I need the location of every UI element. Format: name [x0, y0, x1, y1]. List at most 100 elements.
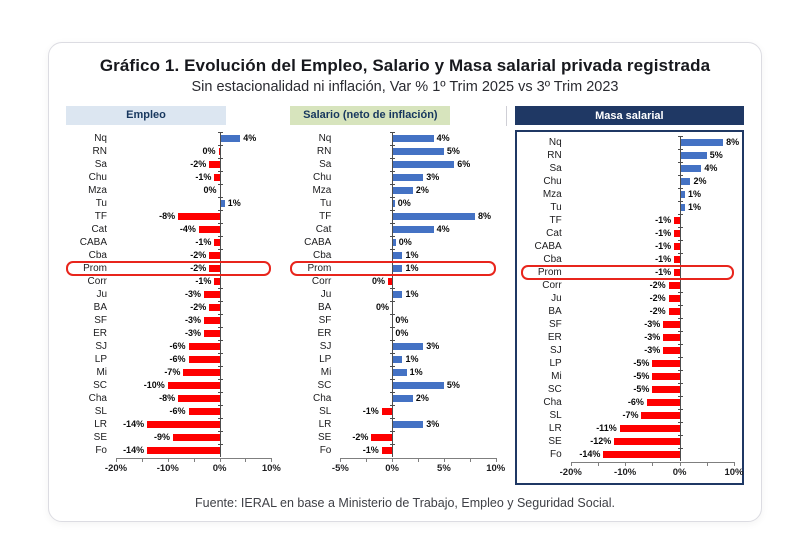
bar — [188, 408, 220, 415]
value-label: -8% — [159, 211, 176, 221]
value-label: 3% — [426, 419, 440, 429]
category-label: SL — [549, 410, 562, 421]
bar-plot: -9% — [116, 431, 271, 444]
value-label: -3% — [644, 319, 661, 329]
category-label: Fo — [95, 445, 107, 456]
bar-plot: 2% — [340, 184, 495, 197]
bar-plot: -8% — [116, 392, 271, 405]
bar-row: Chu -1% — [66, 171, 271, 184]
value-label: -5% — [633, 358, 650, 368]
x-axis: -5% 0% 5% 10% — [332, 458, 505, 477]
panel-masa-salarial-header: Masa salarial — [514, 106, 744, 125]
bar-row: BA -2% — [521, 305, 734, 318]
category-label: ER — [93, 328, 107, 339]
bar-row: SC -5% — [521, 383, 734, 396]
category-label: Prom — [307, 263, 332, 274]
bar — [147, 447, 220, 454]
x-axis-tick — [116, 458, 117, 462]
bar-plot: -1% — [340, 444, 495, 457]
value-label: -2% — [649, 306, 666, 316]
category-label: CABA — [79, 237, 107, 248]
value-label: -1% — [655, 228, 672, 238]
bar-plot: -1% — [571, 227, 734, 240]
bar-plot: 4% — [116, 132, 271, 145]
category-label: Sa — [549, 163, 562, 174]
x-axis-tick-label: -20% — [559, 467, 582, 478]
bar-row: BA -2% — [66, 301, 271, 314]
bar-plot: -14% — [571, 448, 734, 461]
value-label: -1% — [655, 241, 672, 251]
bar — [392, 161, 455, 168]
bar — [674, 230, 680, 237]
bar — [392, 226, 434, 233]
x-axis: -20% -10% 0% 10% — [105, 458, 281, 477]
x-axis-tick — [469, 458, 471, 462]
bar — [214, 239, 220, 246]
bar — [188, 343, 220, 350]
bar — [392, 187, 413, 194]
panel-empleo-chart: Nq 4% RN 0% Sa -2% Chu -1% Mza 0% Tu 1% TF -8% Cat -4% C… — [66, 132, 281, 477]
x-axis-tick-label: -10% — [156, 463, 179, 474]
category-label: Tu — [95, 198, 107, 209]
bar-plot: -1% — [340, 405, 495, 418]
bar-plot: 1% — [340, 353, 495, 366]
value-label: 0% — [395, 315, 409, 325]
value-label: -1% — [195, 276, 212, 286]
bar — [392, 200, 395, 207]
bar — [646, 399, 680, 406]
prom-highlight-box — [66, 261, 272, 276]
bar-plot: 1% — [340, 366, 495, 379]
bar-plot: -10% — [116, 379, 271, 392]
bar — [668, 282, 680, 289]
x-axis-tick-label: 10% — [724, 467, 744, 478]
bar-row: Prom 1% — [290, 262, 495, 275]
value-label: 8% — [726, 137, 740, 147]
value-label: 5% — [709, 150, 723, 160]
bar-row: Sa 6% — [290, 158, 495, 171]
category-label: Ju — [551, 293, 562, 304]
bar — [178, 213, 220, 220]
category-label: Sa — [94, 159, 107, 170]
value-label: -2% — [190, 159, 207, 169]
bar — [679, 178, 691, 185]
bar-plot: 0% — [340, 236, 495, 249]
value-label: 0% — [372, 276, 386, 286]
bar-plot: -2% — [116, 249, 271, 262]
bar-row: Mza 1% — [521, 188, 734, 201]
bar-row: LR -11% — [521, 422, 734, 435]
category-label: SF — [318, 315, 332, 326]
bar — [392, 239, 396, 246]
bar-row: LR -14% — [66, 418, 271, 431]
x-axis-tick — [443, 458, 445, 462]
x-axis-tick — [193, 458, 195, 462]
bar — [392, 252, 403, 259]
bar — [204, 330, 220, 337]
bar-row: SC 5% — [290, 379, 495, 392]
category-label: BA — [548, 306, 562, 317]
x-axis-tick — [597, 462, 599, 466]
category-label: RN — [547, 150, 562, 161]
category-label: LP — [549, 358, 562, 369]
bar — [214, 278, 220, 285]
category-label: Cba — [313, 250, 332, 261]
category-label: Cha — [543, 397, 562, 408]
x-axis-tick-label: 5% — [437, 463, 451, 474]
category-label: Mza — [88, 185, 107, 196]
value-label: 1% — [409, 367, 423, 377]
bar-plot: -12% — [571, 435, 734, 448]
bar-row: Chu 2% — [521, 175, 734, 188]
bar — [674, 217, 680, 224]
category-label: Corr — [311, 276, 332, 287]
category-label: Cha — [313, 393, 332, 404]
bar-row: Cha -6% — [521, 396, 734, 409]
bar — [392, 135, 434, 142]
bar-row: RN 5% — [290, 145, 495, 158]
source-note: Fuente: IERAL en base a Ministerio de Tr… — [195, 496, 615, 510]
bar — [209, 252, 220, 259]
value-label: -6% — [627, 397, 644, 407]
bar-plot: -3% — [116, 288, 271, 301]
bar-row: Tu 1% — [66, 197, 271, 210]
value-label: -1% — [195, 172, 212, 182]
x-axis-tick-label: 10% — [486, 463, 506, 474]
bar — [381, 408, 393, 415]
